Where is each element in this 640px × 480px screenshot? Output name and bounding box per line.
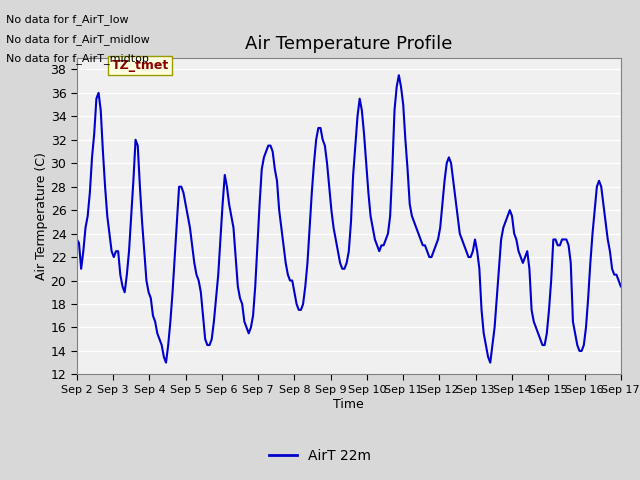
X-axis label: Time: Time: [333, 397, 364, 410]
Title: Air Temperature Profile: Air Temperature Profile: [245, 35, 452, 53]
Text: No data for f_AirT_midtop: No data for f_AirT_midtop: [6, 53, 149, 64]
Text: TZ_tmet: TZ_tmet: [111, 59, 169, 72]
Legend: AirT 22m: AirT 22m: [264, 443, 376, 468]
Text: No data for f_AirT_low: No data for f_AirT_low: [6, 14, 129, 25]
Text: No data for f_AirT_midlow: No data for f_AirT_midlow: [6, 34, 150, 45]
Y-axis label: Air Termperature (C): Air Termperature (C): [35, 152, 48, 280]
